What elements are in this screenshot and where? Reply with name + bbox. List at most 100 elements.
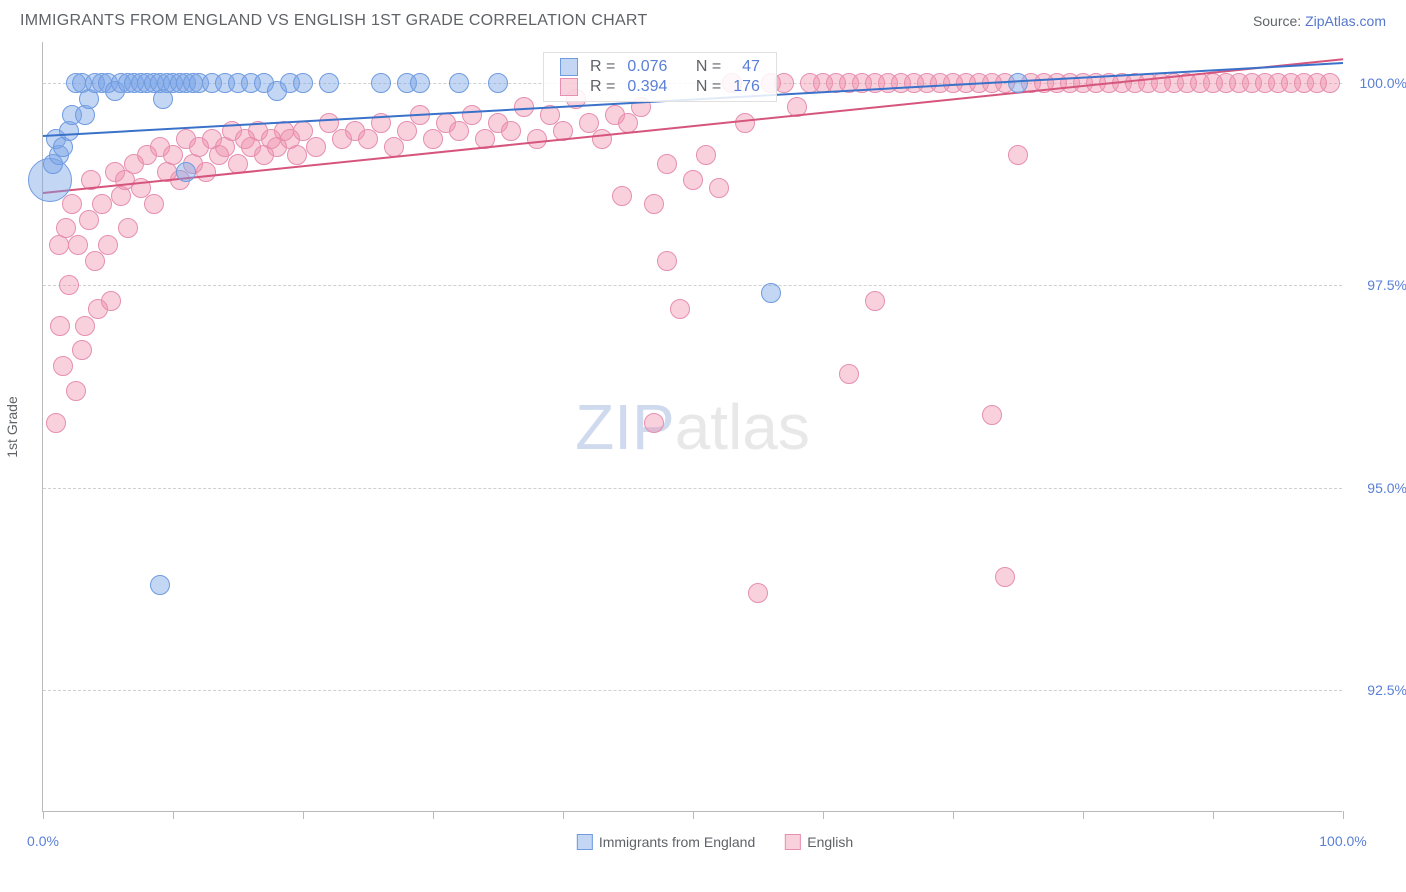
data-point-english xyxy=(612,186,632,206)
n-label: N = xyxy=(690,77,727,97)
data-point-english xyxy=(644,194,664,214)
stats-table: R = 0.076 N = 47 R = 0.394 N = 176 xyxy=(554,57,766,97)
legend-label-immigrants: Immigrants from England xyxy=(599,834,755,850)
data-point-english xyxy=(196,162,216,182)
data-point-english xyxy=(1320,73,1340,93)
data-point-english xyxy=(657,154,677,174)
data-point-english xyxy=(774,73,794,93)
legend-label-english: English xyxy=(807,834,853,850)
x-tick-mark xyxy=(953,811,954,819)
x-tick-label: 0.0% xyxy=(27,833,59,849)
x-tick-mark xyxy=(1213,811,1214,819)
n-value-english: 176 xyxy=(727,77,766,97)
swatch-immigrants xyxy=(560,58,578,76)
data-point-immigrants xyxy=(410,73,430,93)
legend-swatch-english xyxy=(785,834,801,850)
data-point-english xyxy=(59,275,79,295)
chart-header: IMMIGRANTS FROM ENGLAND VS ENGLISH 1ST G… xyxy=(0,0,1406,38)
x-tick-mark xyxy=(1083,811,1084,819)
chart-source: Source: ZipAtlas.com xyxy=(1253,13,1386,29)
watermark-atlas: atlas xyxy=(675,391,810,463)
data-point-english xyxy=(50,316,70,336)
data-point-immigrants xyxy=(488,73,508,93)
data-point-english xyxy=(683,170,703,190)
stats-row-english: R = 0.394 N = 176 xyxy=(554,77,766,97)
data-point-immigrants xyxy=(293,73,313,93)
data-point-english xyxy=(527,129,547,149)
data-point-english xyxy=(995,567,1015,587)
data-point-english xyxy=(101,291,121,311)
scatter-plot: ZIPatlas 92.5%95.0%97.5%100.0%0.0%100.0%… xyxy=(42,42,1342,812)
data-point-english xyxy=(46,413,66,433)
data-point-english xyxy=(98,235,118,255)
y-tick-label: 97.5% xyxy=(1352,277,1406,293)
data-point-english xyxy=(306,137,326,157)
data-point-english xyxy=(592,129,612,149)
r-value-immigrants: 0.076 xyxy=(621,57,673,77)
data-point-english xyxy=(358,129,378,149)
x-tick-mark xyxy=(823,811,824,819)
data-point-english xyxy=(75,316,95,336)
swatch-english xyxy=(560,78,578,96)
x-tick-mark xyxy=(173,811,174,819)
data-point-immigrants xyxy=(319,73,339,93)
data-point-english xyxy=(748,583,768,603)
legend-item-immigrants: Immigrants from England xyxy=(577,834,755,850)
legend-swatch-immigrants xyxy=(577,834,593,850)
data-point-immigrants xyxy=(176,162,196,182)
x-tick-mark xyxy=(303,811,304,819)
data-point-english xyxy=(735,113,755,133)
data-point-english xyxy=(865,291,885,311)
x-tick-mark xyxy=(563,811,564,819)
data-point-english xyxy=(462,105,482,125)
data-point-english xyxy=(85,251,105,271)
data-point-immigrants xyxy=(449,73,469,93)
watermark: ZIPatlas xyxy=(575,390,810,464)
data-point-english xyxy=(118,218,138,238)
data-point-english xyxy=(670,299,690,319)
x-tick-label: 100.0% xyxy=(1319,833,1366,849)
chart-title: IMMIGRANTS FROM ENGLAND VS ENGLISH 1ST G… xyxy=(20,12,648,30)
data-point-english xyxy=(501,121,521,141)
data-point-english xyxy=(79,210,99,230)
data-point-english xyxy=(68,235,88,255)
data-point-english xyxy=(72,340,92,360)
source-label: Source: xyxy=(1253,13,1301,29)
gridline-h xyxy=(43,488,1342,489)
data-point-immigrants xyxy=(371,73,391,93)
data-point-english xyxy=(423,129,443,149)
data-point-english xyxy=(839,364,859,384)
legend-item-english: English xyxy=(785,834,853,850)
stats-legend-box: R = 0.076 N = 47 R = 0.394 N = 176 xyxy=(543,52,777,102)
n-label: N = xyxy=(690,57,727,77)
x-tick-mark xyxy=(43,811,44,819)
chart-area: 1st Grade ZIPatlas 92.5%95.0%97.5%100.0%… xyxy=(42,42,1388,812)
x-tick-mark xyxy=(433,811,434,819)
data-point-english xyxy=(982,405,1002,425)
y-tick-label: 92.5% xyxy=(1352,682,1406,698)
data-point-english xyxy=(92,194,112,214)
data-point-english xyxy=(62,194,82,214)
r-label: R = xyxy=(584,57,621,77)
y-tick-label: 100.0% xyxy=(1352,75,1406,91)
x-tick-mark xyxy=(693,811,694,819)
data-point-english xyxy=(644,413,664,433)
gridline-h xyxy=(43,690,1342,691)
y-axis-title: 1st Grade xyxy=(4,396,20,457)
gridline-h xyxy=(43,285,1342,286)
data-point-immigrants xyxy=(150,575,170,595)
data-point-english xyxy=(397,121,417,141)
y-tick-label: 95.0% xyxy=(1352,480,1406,496)
data-point-english xyxy=(53,356,73,376)
data-point-english xyxy=(449,121,469,141)
source-link[interactable]: ZipAtlas.com xyxy=(1305,13,1386,29)
n-value-immigrants: 47 xyxy=(727,57,766,77)
data-point-english xyxy=(709,178,729,198)
data-point-english xyxy=(66,381,86,401)
x-tick-mark xyxy=(1343,811,1344,819)
r-label: R = xyxy=(584,77,621,97)
data-point-english xyxy=(144,194,164,214)
data-point-english xyxy=(657,251,677,271)
r-value-english: 0.394 xyxy=(621,77,673,97)
legend-bottom: Immigrants from England English xyxy=(577,834,853,850)
